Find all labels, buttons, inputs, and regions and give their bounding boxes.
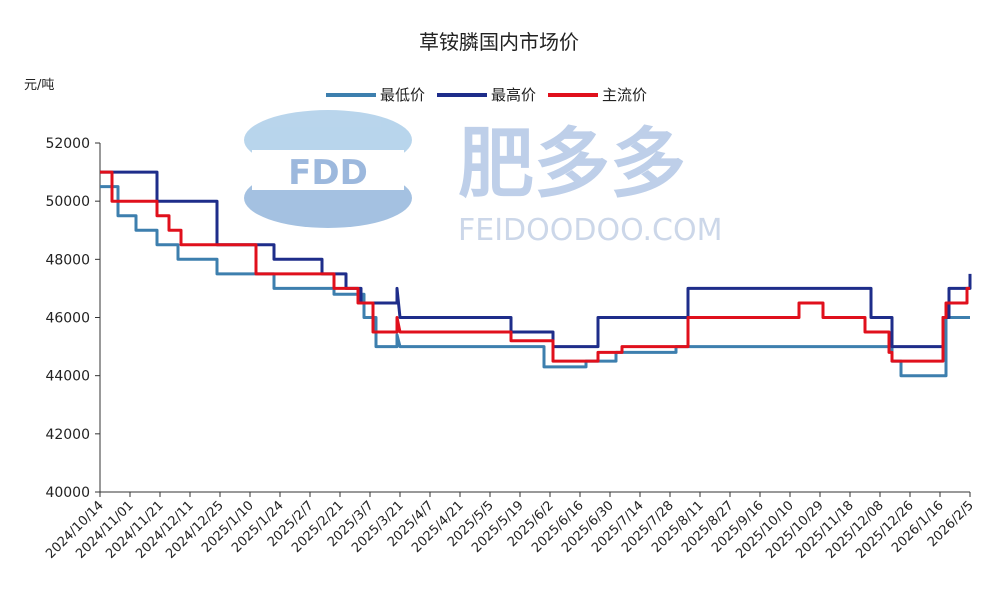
y-tick-label: 42000 (45, 427, 90, 443)
y-tick-label: 48000 (45, 252, 90, 268)
series-line-low (100, 185, 970, 378)
series-line-main (100, 170, 970, 363)
legend-swatch-main (548, 92, 599, 97)
y-tick-label: 52000 (45, 136, 90, 152)
chart-title: 草铵膦国内市场价 (419, 30, 579, 54)
y-tick-label: 44000 (45, 369, 90, 385)
legend-label-low: 最低价 (380, 86, 426, 104)
y-tick-label: 46000 (45, 311, 90, 327)
y-axis-unit-label: 元/吨 (24, 78, 55, 93)
legend-item-low: 最低价 (326, 84, 425, 105)
legend-item-high: 最高价 (437, 84, 536, 105)
legend-swatch-low (326, 92, 376, 97)
legend-swatch-high (437, 92, 488, 97)
legend-item-main: 主流价 (548, 84, 647, 105)
legend-label-high: 最高价 (491, 86, 537, 104)
legend-label-main: 主流价 (602, 86, 648, 104)
y-tick-label: 50000 (45, 194, 90, 210)
series-line-high (100, 170, 972, 349)
y-tick-label: 40000 (45, 485, 90, 501)
legend: 最低价 最高价 主流价 (326, 84, 647, 105)
